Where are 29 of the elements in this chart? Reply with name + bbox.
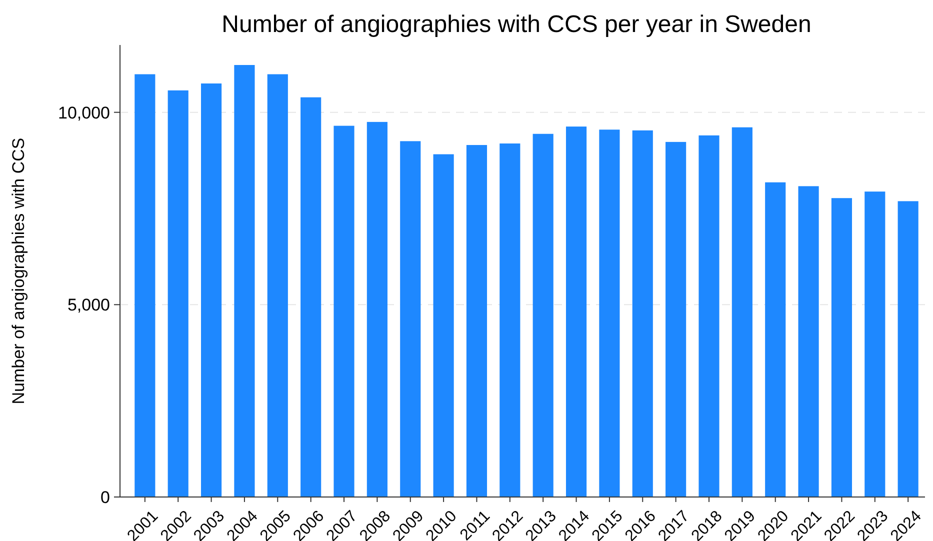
bar xyxy=(500,143,520,497)
bar xyxy=(234,65,255,497)
bar xyxy=(532,134,554,497)
bar xyxy=(134,74,156,497)
y-tick-label: 0 xyxy=(100,488,110,507)
bar xyxy=(666,142,686,497)
bar xyxy=(168,90,188,497)
bar xyxy=(831,198,852,497)
bar xyxy=(632,130,653,497)
bar xyxy=(898,201,918,497)
bar xyxy=(400,141,421,497)
bar xyxy=(765,182,786,497)
bar xyxy=(366,122,388,497)
bar xyxy=(200,83,222,497)
y-axis-title: Number of angiographies with CCS xyxy=(9,138,28,404)
bar xyxy=(698,135,720,497)
bar xyxy=(732,127,752,497)
bar xyxy=(300,97,322,497)
bar xyxy=(267,74,288,497)
bar xyxy=(599,130,620,497)
bar xyxy=(864,192,886,497)
y-tick-label: 5,000 xyxy=(67,296,110,315)
y-tick-label: 10,000 xyxy=(58,103,110,122)
chart-title: Number of angiographies with CCS per year in Sweden xyxy=(222,11,812,38)
bar xyxy=(433,154,454,497)
bar xyxy=(334,126,354,497)
bar xyxy=(466,145,488,497)
bar xyxy=(798,186,819,497)
bar xyxy=(566,126,587,497)
